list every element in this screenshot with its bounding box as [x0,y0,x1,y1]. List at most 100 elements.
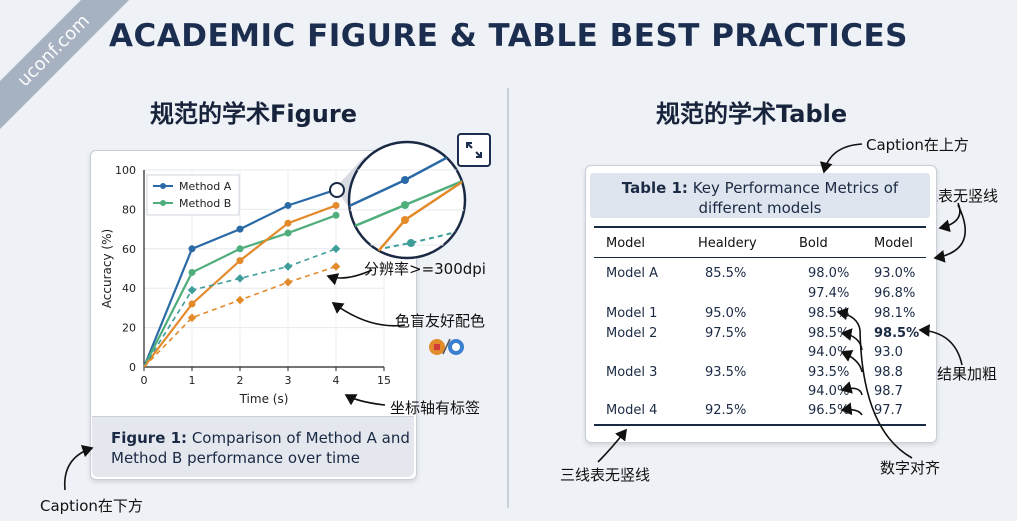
table-cell: 96.8% [874,286,916,301]
note-caption-above: Caption在上方 [866,136,969,154]
data-point [332,211,340,219]
arrow-align-2 [840,328,863,351]
table-cell: 94.0% [808,345,850,360]
data-point [331,262,341,271]
table-header-healdery: Healdery [698,236,757,251]
section-divider [507,88,509,508]
table-cell: 98.0% [808,266,850,281]
arrow-align-3 [840,350,863,373]
table-cell: 97.4% [808,286,850,301]
expand-arrows-icon [466,142,482,158]
legend-label: Method B [179,197,231,210]
table-cell: 96.5% [808,403,850,418]
data-point [188,300,196,308]
table-cell: 98.7 [874,384,903,399]
table-caption-line2: different models [698,199,822,217]
zoom-lens [347,140,467,260]
arrow-caption-above [819,143,863,174]
data-point [187,285,197,295]
table-caption: Table 1: Key Performance Metrics of diff… [590,178,930,218]
table-cell: 92.5% [705,403,747,418]
x-tick-label: 4 [333,374,340,387]
data-point [235,295,245,305]
figure-caption: Figure 1: Comparison of Method A and Met… [111,428,410,468]
y-tick-label: 80 [122,203,136,216]
table-caption-label: Table 1: [621,179,688,197]
arrow-align-5 [840,402,863,416]
chart-series [142,186,341,368]
table-cell: Model 1 [606,306,658,321]
data-point [187,313,197,322]
data-point [236,257,244,265]
arrow-axis-labels [344,394,386,406]
table-header-model-2: Model [874,236,914,251]
x-tick-label: 0 [141,374,148,387]
arrow-caption-below [63,444,94,491]
arrow-align-1 [836,307,913,459]
data-point [331,244,341,254]
zoom-magnifier [329,140,467,260]
table-cell: 93.5% [808,365,850,380]
arrow-align-4 [840,381,863,396]
y-tick-label: 100 [115,164,136,177]
y-tick-label: 0 [129,361,136,374]
y-tick-label: 20 [122,322,136,335]
note-resolution: 分辨率>=300dpi [364,260,486,278]
figure-caption-box [92,416,414,477]
data-point [284,219,292,227]
table-section-heading: 规范的学术Table [656,100,848,128]
y-axis-label: Accuracy (%) [100,229,114,308]
x-tick-label: 15 [377,374,391,387]
table-cell: 97.7 [874,403,903,418]
table-cell: 85.5% [705,266,747,281]
x-tick-label: 3 [285,374,292,387]
chart-ticks: 0 20 40 60 80 100 0 1 2 3 4 15 [115,164,391,387]
x-axis-label: Time (s) [239,392,289,406]
data-point [283,262,293,271]
y-tick-label: 40 [122,282,136,295]
arrow-bottom-rule [597,428,627,463]
colorblind-palette-icon [429,338,464,355]
table-cell: 98.5% [874,326,920,341]
data-point [236,245,244,253]
data-point [284,201,292,209]
arrow-mid-rule [933,204,966,263]
x-tick-label: 2 [237,374,244,387]
figure-caption-line1: Comparison of Method A and [191,429,410,447]
table-header-bold: Bold [799,236,828,251]
expand-icon[interactable] [457,133,491,167]
note-number-align: 数字对齐 [880,459,941,477]
table-cell: 94.0% [808,384,850,399]
x-tick-label: 1 [189,374,196,387]
note-no-vertical-lines-bottom: 三线表无竖线 [560,466,651,484]
table-cell: Model A [606,266,659,281]
data-point [332,201,340,209]
legend-box [146,174,240,216]
arrow-top-rule [938,202,961,233]
table-cell: Model 2 [606,326,658,341]
data-point [188,245,196,253]
figure-section-heading: 规范的学术Figure [150,100,357,128]
figure-caption-label: Figure 1: [111,429,188,447]
table-caption-line1: Key Performance Metrics of [692,179,899,197]
table-cell: 97.5% [705,326,747,341]
table-cell: 98.5% [808,326,850,341]
table-caption-box [590,173,930,218]
legend-marker [160,200,166,206]
table-bottom-rule [594,424,926,426]
zoom-source-dot [329,182,345,198]
legend-label: Method A [179,180,232,193]
note-colorblind: 色盲友好配色 [395,312,486,330]
y-tick-label: 60 [122,243,136,256]
data-point [284,229,292,237]
page-title: ACADEMIC FIGURE & TABLE BEST PRACTICES [109,18,908,54]
table-mid-rule [594,257,926,258]
table-cell: 93.0% [874,266,916,281]
table-cell: Model 4 [606,403,658,418]
chart-legend: Method A Method B [146,174,240,216]
data-point [236,225,244,233]
table-cell: 93.0 [874,345,903,360]
legend-marker [160,183,166,189]
arrow-best-bold [918,324,963,366]
